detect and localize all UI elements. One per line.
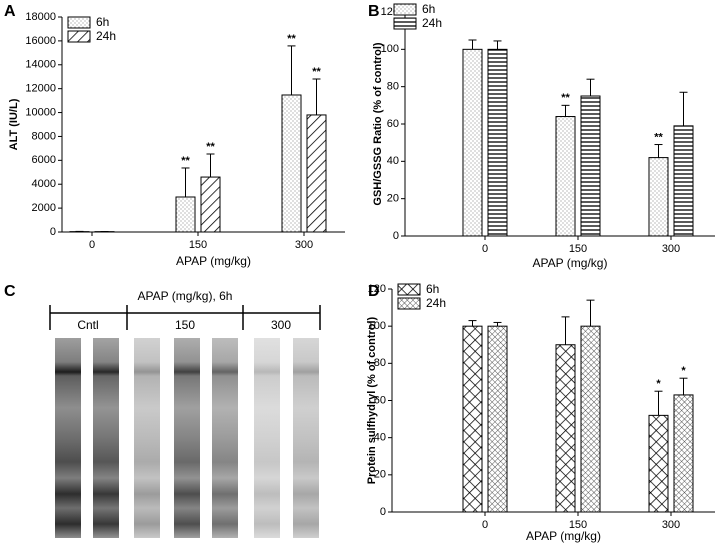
legend-swatch	[397, 283, 421, 296]
gel-lane	[174, 338, 200, 538]
bar	[555, 116, 576, 237]
legend-label: 6h	[96, 15, 109, 29]
panel-letter: D	[368, 283, 380, 300]
x-axis-label: APAP (mg/kg)	[176, 254, 251, 268]
significance: **	[287, 33, 296, 45]
bar	[673, 394, 694, 513]
gel-lane	[93, 338, 119, 538]
y-axis-label: ALT (IU/L)	[8, 98, 20, 150]
significance: *	[656, 378, 661, 390]
y-axis-label: GSH/GSSG Ratio (% of control)	[372, 42, 384, 206]
x-tick-label: 300	[295, 239, 313, 251]
y-tick-label: 60	[374, 394, 386, 406]
y-tick-label: 4000	[32, 178, 56, 190]
x-axis-label: APAP (mg/kg)	[526, 529, 601, 543]
x-tick-label: 150	[189, 239, 207, 251]
y-tick-label: 18000	[25, 11, 56, 23]
y-tick-label: 20	[374, 469, 386, 481]
legend-swatch	[397, 297, 421, 310]
y-tick-label: 40	[374, 432, 386, 444]
x-axis-label: APAP (mg/kg)	[533, 256, 608, 270]
bar	[580, 95, 601, 237]
x-tick-label: 300	[662, 519, 680, 531]
legend-swatch	[67, 30, 91, 43]
legend-label: 24h	[426, 296, 446, 310]
y-tick-label: 20	[387, 193, 399, 205]
x-tick-label: 150	[569, 519, 587, 531]
bar	[175, 196, 196, 233]
significance: **	[561, 92, 570, 104]
y-tick-label: 80	[387, 81, 399, 93]
y-tick-label: 0	[380, 506, 386, 518]
bar	[462, 48, 483, 237]
gel-title: APAP (mg/kg), 6h	[138, 289, 233, 303]
y-tick-label: 0	[50, 226, 56, 238]
bar	[200, 176, 221, 233]
gel-lane	[134, 338, 160, 538]
significance: *	[681, 365, 686, 377]
bar	[281, 94, 302, 233]
x-tick-label: 0	[482, 243, 488, 255]
bar	[673, 125, 694, 237]
gel-lane	[293, 338, 319, 538]
bar	[555, 344, 576, 513]
significance: **	[181, 155, 190, 167]
bar	[648, 157, 669, 237]
legend-label: 6h	[422, 2, 435, 16]
bar	[306, 114, 327, 233]
bar	[648, 414, 669, 513]
y-tick-label: 6000	[32, 154, 56, 166]
bar	[487, 48, 508, 237]
group-label: 150	[175, 318, 195, 332]
y-tick-label: 16000	[25, 35, 56, 47]
legend-swatch	[393, 3, 417, 16]
x-tick-label: 300	[662, 243, 680, 255]
panel-letter: C	[4, 283, 16, 300]
significance: **	[206, 141, 215, 153]
x-tick-label: 0	[89, 239, 95, 251]
y-tick-label: 0	[393, 230, 399, 242]
y-tick-label: 2000	[32, 202, 56, 214]
y-tick-label: 120	[368, 283, 386, 295]
group-label: 300	[271, 318, 291, 332]
group-label: Cntl	[77, 318, 98, 332]
panel-letter: A	[4, 3, 16, 20]
legend-swatch	[393, 17, 417, 30]
x-tick-label: 150	[569, 243, 587, 255]
y-tick-label: 100	[381, 43, 399, 55]
gel-lane	[254, 338, 280, 538]
panel-letter: B	[368, 3, 380, 20]
bar	[487, 325, 508, 513]
legend-label: 24h	[96, 29, 116, 43]
gel-lane	[55, 338, 81, 538]
y-tick-label: 10000	[25, 106, 56, 118]
gel-lane	[212, 338, 238, 538]
y-tick-label: 60	[387, 118, 399, 130]
significance: **	[312, 66, 321, 78]
significance: **	[654, 131, 663, 143]
y-tick-label: 14000	[25, 59, 56, 71]
y-tick-label: 8000	[32, 130, 56, 142]
bar	[462, 325, 483, 513]
bar	[580, 325, 601, 513]
legend-label: 6h	[426, 282, 439, 296]
y-tick-label: 80	[374, 357, 386, 369]
y-tick-label: 12000	[25, 83, 56, 95]
x-tick-label: 0	[482, 519, 488, 531]
gel-panel: C APAP (mg/kg), 6h Cntl 150 300	[4, 283, 321, 538]
legend-swatch	[67, 16, 91, 29]
legend-label: 24h	[422, 16, 442, 30]
y-axis-label: Protein sulfhydryl (% of control)	[366, 316, 378, 484]
y-tick-label: 100	[368, 320, 386, 332]
y-tick-label: 40	[387, 155, 399, 167]
